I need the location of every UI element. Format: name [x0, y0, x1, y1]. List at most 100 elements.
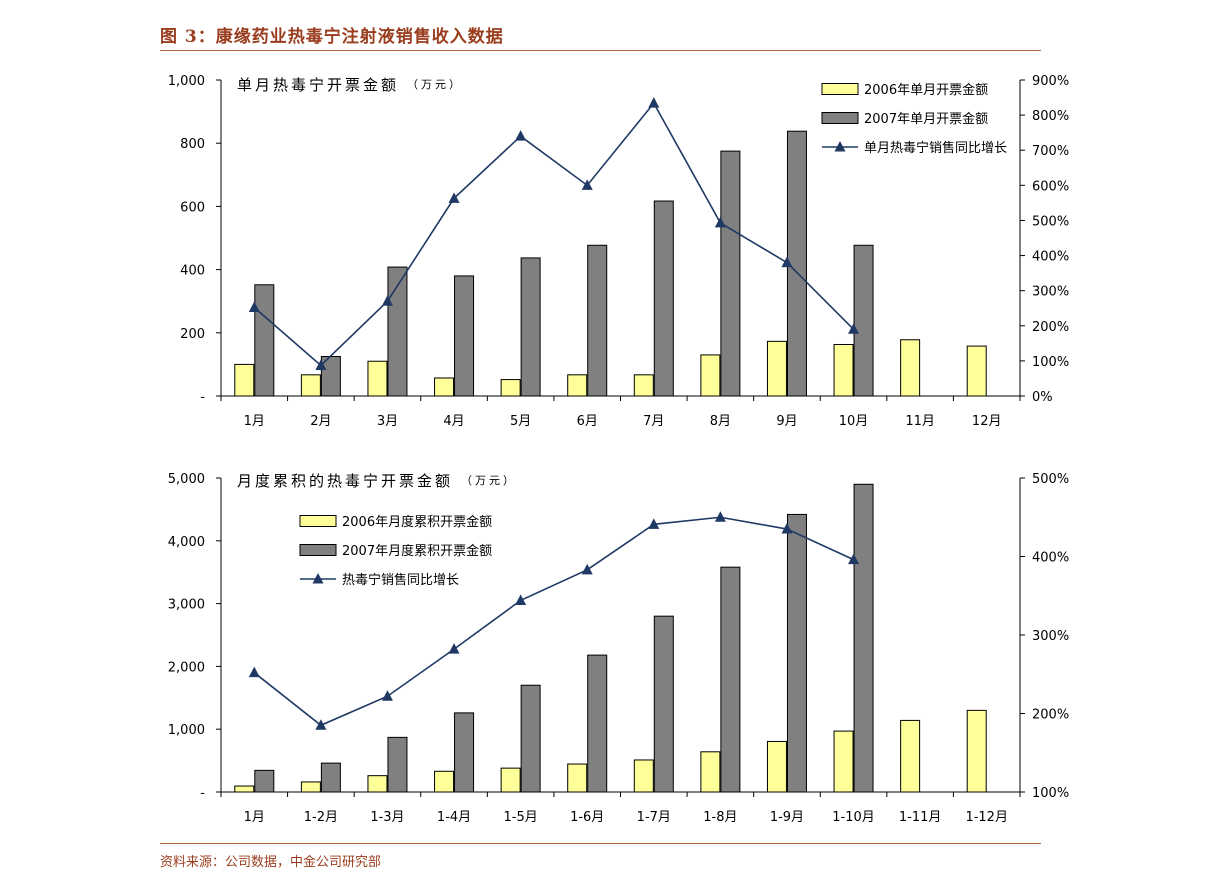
chart-title: 月度累积的热毒宁开票金额: [237, 472, 453, 490]
chart-title: 单月热毒宁开票金额: [237, 76, 399, 94]
y-tick-label-right: 100%: [1032, 355, 1069, 370]
growth-point-marker: [714, 216, 726, 228]
growth-point-marker: [581, 179, 593, 190]
bar-2006: [300, 374, 321, 397]
growth-point-marker: [848, 323, 860, 334]
bar-2006: [234, 363, 255, 397]
y-tick-label-right: 500%: [1032, 472, 1069, 487]
y-tick-label-left: -: [200, 786, 205, 801]
bar-2006: [700, 354, 721, 397]
legend-swatch: [821, 83, 859, 95]
bar-2007: [254, 284, 275, 397]
bar-2007: [454, 712, 475, 793]
legend-swatch: [299, 544, 337, 556]
figure-title: 图 3：康缘药业热毒宁注射液销售收入数据: [160, 27, 504, 47]
bar-2007: [587, 654, 608, 793]
legend-label: 热毒宁销售同比增长: [342, 572, 459, 588]
x-tick-label: 1-4月: [437, 810, 471, 825]
bar-2007: [387, 266, 408, 397]
x-tick-label: 1-2月: [304, 810, 338, 825]
bar-2006: [500, 767, 521, 793]
bar-2007: [720, 150, 741, 397]
y-tick-label-left: 3,000: [168, 598, 205, 613]
bar-2006: [966, 709, 987, 793]
source-note: 资料来源：公司数据，中金公司研究部: [160, 855, 382, 870]
x-tick-label: 1-10月: [832, 810, 875, 825]
y-tick-label-left: 5,000: [168, 472, 205, 487]
y-tick-label-left: 2,000: [168, 660, 205, 675]
legend-marker: [312, 573, 324, 584]
y-tick-label-right: 500%: [1032, 214, 1069, 229]
y-tick-label-left: 400: [180, 264, 205, 279]
bar-2007: [853, 244, 874, 397]
growth-point-marker: [648, 97, 660, 108]
title-rule: [160, 50, 1041, 51]
bar-2006: [900, 339, 921, 397]
growth-point-marker: [381, 295, 393, 306]
growth-point-marker: [315, 359, 327, 370]
y-tick-label-right: 900%: [1032, 74, 1069, 89]
y-tick-label-left: -: [200, 390, 205, 405]
bar-2007: [520, 684, 541, 793]
x-tick-label: 1-7月: [637, 810, 671, 825]
bar-2007: [587, 244, 608, 397]
bar-2006: [833, 343, 854, 397]
x-tick-label: 5月: [510, 414, 531, 429]
growth-point-marker: [248, 666, 260, 678]
y-tick-label-right: 300%: [1032, 285, 1069, 300]
bar-2006: [434, 770, 455, 793]
bar-2006: [234, 785, 255, 793]
growth-point-marker: [781, 523, 793, 534]
bar-2007: [254, 769, 275, 793]
y-tick-label-right: 200%: [1032, 708, 1069, 723]
x-tick-label: 1-8月: [703, 810, 737, 825]
x-tick-label: 2月: [310, 414, 331, 429]
legend-label: 2006年单月开票金额: [864, 82, 988, 98]
x-tick-label: 6月: [577, 414, 598, 429]
bar-2006: [966, 345, 987, 397]
x-tick-label: 12月: [972, 414, 1002, 429]
cumulative-sales-chart: - 1,000 2,000 3,000 4,000 5,000 100% 200% 300% 40…: [168, 472, 1069, 825]
y-tick-label-right: 700%: [1032, 144, 1069, 159]
monthly-sales-chart: - 200 400 600 800 1,000 0% 100% 200% 300% 400% 500%…: [168, 74, 1069, 429]
bar-2006: [300, 781, 321, 793]
chart-unit: （万元）: [461, 474, 517, 487]
y-tick-label-right: 100%: [1032, 786, 1069, 801]
x-tick-label: 8月: [710, 414, 731, 429]
bar-2007: [320, 762, 341, 793]
growth-point-marker: [581, 563, 593, 575]
bar-2006: [567, 374, 588, 397]
x-tick-label: 3月: [377, 414, 398, 429]
y-tick-label-right: 300%: [1032, 629, 1069, 644]
bar-2006: [500, 379, 521, 397]
y-tick-label-right: 400%: [1032, 250, 1069, 265]
legend-label: 2007年单月开票金额: [864, 111, 988, 127]
legend-label: 2006年月度累积开票金额: [342, 514, 492, 530]
y-tick-label-left: 600: [180, 200, 205, 215]
x-tick-label: 7月: [643, 414, 664, 429]
bar-2007: [786, 513, 807, 793]
x-tick-label: 1-11月: [899, 810, 942, 825]
bar-2007: [520, 257, 541, 397]
bar-2006: [434, 377, 455, 397]
x-tick-label: 9月: [776, 414, 797, 429]
bar-2006: [367, 360, 388, 397]
growth-point-marker: [781, 256, 793, 268]
x-tick-label: 1-6月: [570, 810, 604, 825]
growth-point-marker: [648, 518, 660, 529]
bar-2007: [454, 275, 475, 397]
bar-2006: [766, 740, 787, 793]
legend-label: 2007年月度累积开票金额: [342, 543, 492, 559]
y-tick-label-right: 600%: [1032, 179, 1069, 194]
x-tick-label: 10月: [839, 414, 869, 429]
growth-point-marker: [315, 719, 327, 730]
y-tick-label-right: 200%: [1032, 320, 1069, 335]
bar-2007: [720, 566, 741, 793]
legend-label: 单月热毒宁销售同比增长: [864, 140, 1007, 156]
growth-point-marker: [848, 553, 860, 565]
bar-2006: [766, 340, 787, 397]
growth-point-marker: [515, 594, 527, 605]
y-tick-label-left: 4,000: [168, 535, 205, 550]
y-tick-label-left: 200: [180, 327, 205, 342]
bar-2007: [387, 736, 408, 793]
